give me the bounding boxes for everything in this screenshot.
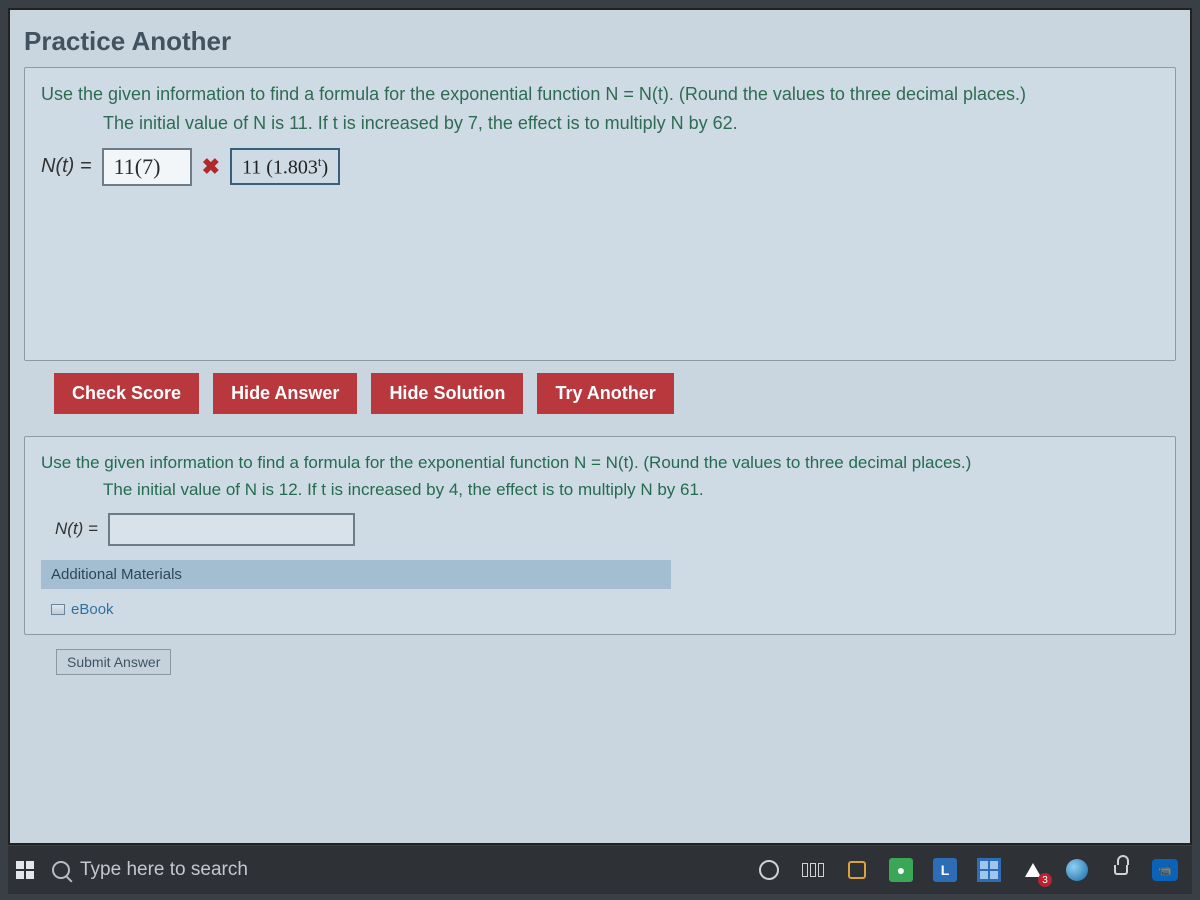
check-score-button[interactable]: Check Score xyxy=(54,373,199,414)
problem-2-instruction: Use the given information to find a form… xyxy=(41,449,1159,476)
content-area: Practice Another Use the given informati… xyxy=(8,8,1192,845)
problem-2-detail: The initial value of N is 12. If t is in… xyxy=(103,476,1159,503)
answer-label-2: N(t) = xyxy=(55,519,98,539)
taskbar: Type here to search ● L 📹 xyxy=(8,846,1192,894)
app-icon-green[interactable]: ● xyxy=(888,857,914,883)
app-icon-grid[interactable] xyxy=(976,857,1002,883)
page-title: Practice Another xyxy=(24,26,1176,57)
hide-solution-button[interactable]: Hide Solution xyxy=(371,373,523,414)
taskbar-search[interactable]: Type here to search xyxy=(42,850,442,890)
ebook-icon xyxy=(51,604,65,615)
app-icon-globe[interactable] xyxy=(1064,857,1090,883)
app-icon-l[interactable]: L xyxy=(932,857,958,883)
answer-input-1[interactable]: 11(7) xyxy=(102,148,192,186)
windows-icon xyxy=(16,861,34,879)
problem-2-card: Use the given information to find a form… xyxy=(24,436,1176,635)
app-icon-1[interactable] xyxy=(844,857,870,883)
problem-1-instruction: Use the given information to find a form… xyxy=(41,80,1159,109)
search-placeholder: Type here to search xyxy=(80,859,248,881)
submit-answer-button[interactable]: Submit Answer xyxy=(56,649,171,675)
ebook-link[interactable]: eBook xyxy=(41,589,1159,630)
lock-icon[interactable] xyxy=(1108,857,1134,883)
answer-input-2[interactable] xyxy=(108,513,355,546)
additional-materials-heading: Additional Materials xyxy=(41,560,671,589)
system-tray: ● L 📹 xyxy=(756,857,1192,883)
camera-app-icon[interactable]: 📹 xyxy=(1152,857,1178,883)
solution-display: 11 (1.803t) xyxy=(230,148,340,186)
answer-label-1: N(t) = xyxy=(41,155,92,178)
incorrect-icon: ✖ xyxy=(202,154,220,180)
problem-1-detail: The initial value of N is 11. If t is in… xyxy=(103,109,1159,138)
cortana-icon[interactable] xyxy=(756,857,782,883)
search-icon xyxy=(52,861,70,879)
start-button[interactable] xyxy=(8,846,42,894)
problem-1-card: Use the given information to find a form… xyxy=(24,67,1176,361)
app-icon-triangle[interactable] xyxy=(1020,857,1046,883)
try-another-button[interactable]: Try Another xyxy=(537,373,673,414)
action-button-row: Check Score Hide Answer Hide Solution Tr… xyxy=(54,373,1176,414)
hide-answer-button[interactable]: Hide Answer xyxy=(213,373,357,414)
task-view-icon[interactable] xyxy=(800,857,826,883)
